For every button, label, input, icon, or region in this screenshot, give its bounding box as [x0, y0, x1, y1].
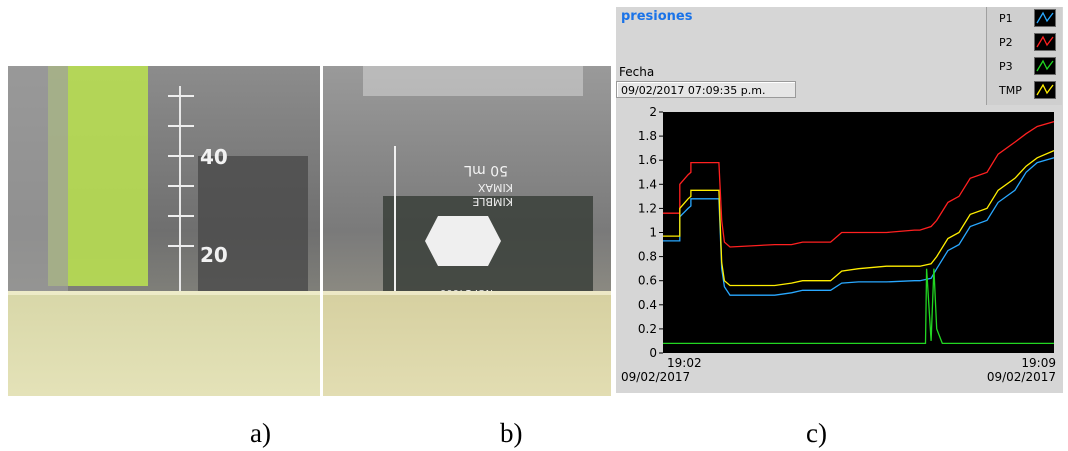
y-tick-label: 1.8: [638, 129, 657, 143]
line-swatch-icon: [1034, 81, 1056, 99]
line-swatch-icon: [1034, 9, 1056, 27]
photo-a-beaker: 40 20: [8, 66, 320, 396]
x-tick-label-time: 19:02: [667, 356, 702, 370]
beaker-a-mark-20: 20: [200, 243, 228, 267]
legend-item-tmp[interactable]: TMP: [987, 79, 1062, 103]
y-tick-label: 0.6: [638, 274, 657, 288]
y-tick-label: 2: [649, 106, 657, 119]
y-tick-label: 1: [649, 226, 657, 240]
y-tick-label: 1.2: [638, 201, 657, 215]
series-line-p3: [663, 268, 1054, 345]
caption-c: c): [806, 418, 827, 448]
panel-title: presiones: [621, 9, 693, 24]
y-tick-label: 1.6: [638, 153, 657, 167]
series-line-p2: [663, 120, 1055, 248]
beaker-a-mark-40: 40: [200, 145, 228, 169]
photo-b-beaker: 50 mL KIMAX KIMBLE NO. 14000: [323, 66, 611, 396]
y-tick-label: 0.4: [638, 298, 657, 312]
beaker-b-maker: KIMBLE: [472, 195, 513, 208]
x-tick-label-date: 09/02/2017: [987, 370, 1056, 384]
plot-legend: P1 P2 P3 TMP: [986, 7, 1062, 105]
x-tick-label-date: 09/02/2017: [621, 370, 690, 384]
pressure-chart: 0 0.2 0.4 0.6 0.8 1 1.2 1.4 1.6 1.8 2 19:02 09/02/20…: [616, 106, 1063, 393]
y-tick-label: 0.2: [638, 322, 657, 336]
legend-label: P1: [999, 12, 1013, 25]
legend-label: TMP: [999, 84, 1022, 97]
x-tick-label-time: 19:09: [1021, 356, 1056, 370]
line-swatch-icon: [1034, 33, 1056, 51]
beaker-b-volume: 50 mL: [464, 162, 508, 178]
caption-a: a): [250, 418, 271, 448]
series-line-p1: [663, 157, 1055, 296]
legend-item-p1[interactable]: P1: [987, 7, 1062, 31]
line-swatch-icon: [1034, 57, 1056, 75]
y-tick-label: 0: [649, 346, 657, 360]
fecha-field: 09/02/2017 07:09:35 p.m.: [616, 81, 796, 98]
y-tick-label: 1.4: [638, 177, 657, 191]
caption-b: b): [500, 418, 523, 448]
pressure-panel: presiones Fecha 09/02/2017 07:09:35 p.m.…: [616, 7, 1063, 393]
y-tick-label: 0.8: [638, 250, 657, 264]
legend-item-p2[interactable]: P2: [987, 31, 1062, 55]
pressure-chart-svg: 00.20.40.60.811.21.41.61.8219:0209/02/20…: [621, 106, 1056, 384]
beaker-b-brand: KIMAX: [478, 181, 513, 194]
legend-label: P2: [999, 36, 1013, 49]
series-line-tmp: [663, 150, 1055, 287]
legend-label: P3: [999, 60, 1013, 73]
legend-item-p3[interactable]: P3: [987, 55, 1062, 79]
fecha-label: Fecha: [619, 65, 655, 79]
